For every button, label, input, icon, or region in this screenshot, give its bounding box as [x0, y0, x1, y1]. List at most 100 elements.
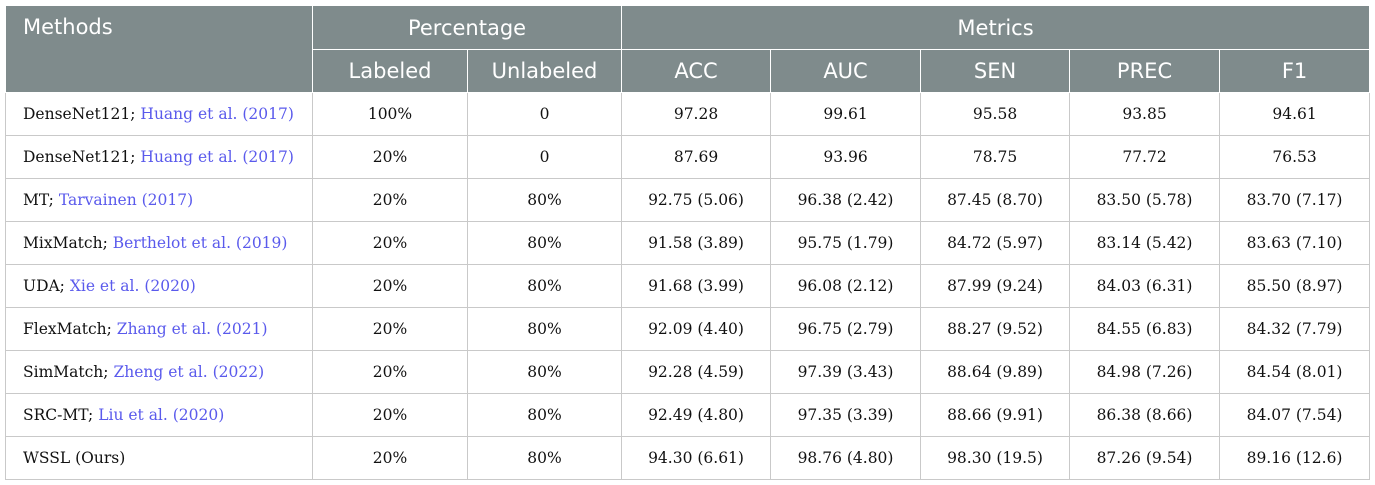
sen-cell: 84.72 (5.97): [920, 221, 1071, 265]
method-cell: FlexMatch; Zhang et al. (2021): [5, 307, 313, 351]
acc-cell: 92.75 (5.06): [621, 178, 772, 222]
method-name: DenseNet121;: [23, 105, 136, 123]
method-name: UDA;: [23, 277, 65, 295]
f1-cell: 84.07 (7.54): [1219, 393, 1371, 437]
header-percentage: Percentage: [311, 5, 623, 50]
acc-cell: 97.28: [621, 92, 772, 136]
table-row: DenseNet121; Huang et al. (2017) 100% 0 97.…: [5, 92, 1371, 136]
f1-cell: 76.53: [1219, 135, 1371, 179]
header-methods: Methods: [5, 5, 313, 93]
sen-cell: 87.99 (9.24): [920, 264, 1071, 308]
table-row: SRC-MT; Liu et al. (2020) 20% 80% 92.49 (4.…: [5, 393, 1371, 437]
prec-cell: 84.55 (6.83): [1069, 307, 1221, 351]
sen-cell: 88.27 (9.52): [920, 307, 1071, 351]
table-row: WSSL (Ours) 20% 80% 94.30 (6.61) 98.76 (4.80…: [5, 436, 1371, 480]
auc-cell: 99.61: [770, 92, 922, 136]
method-cell: DenseNet121; Huang et al. (2017): [5, 92, 313, 136]
prec-cell: 83.14 (5.42): [1069, 221, 1221, 265]
table-row: DenseNet121; Huang et al. (2017) 20% 0 87.6…: [5, 135, 1371, 179]
citation-link[interactable]: Xie et al. (2020): [69, 277, 196, 295]
prec-cell: 87.26 (9.54): [1069, 436, 1221, 480]
method-cell: SimMatch; Zheng et al. (2022): [5, 350, 313, 394]
table-row: MT; Tarvainen (2017) 20% 80% 92.75 (5.06) 96…: [5, 178, 1371, 222]
method-name: DenseNet121;: [23, 148, 136, 166]
auc-cell: 97.35 (3.39): [770, 393, 922, 437]
acc-cell: 92.49 (4.80): [621, 393, 772, 437]
auc-cell: 96.75 (2.79): [770, 307, 922, 351]
unlabeled-cell: 80%: [466, 264, 623, 308]
labeled-cell: 100%: [312, 92, 468, 136]
labeled-cell: 20%: [312, 135, 468, 179]
table-row: SimMatch; Zheng et al. (2022) 20% 80% 92.28…: [5, 350, 1371, 394]
header-f1: F1: [1219, 49, 1371, 93]
table-body: DenseNet121; Huang et al. (2017) 100% 0 97.…: [5, 92, 1371, 480]
acc-cell: 94.30 (6.61): [621, 436, 772, 480]
f1-cell: 83.70 (7.17): [1219, 178, 1371, 222]
header-labeled: Labeled: [312, 49, 468, 93]
f1-cell: 84.32 (7.79): [1219, 307, 1371, 351]
labeled-cell: 20%: [312, 350, 468, 394]
prec-cell: 86.38 (8.66): [1069, 393, 1221, 437]
unlabeled-cell: 80%: [466, 178, 623, 222]
method-name: MT;: [23, 191, 54, 209]
method-cell: DenseNet121; Huang et al. (2017): [5, 135, 313, 179]
table-row: MixMatch; Berthelot et al. (2019) 20% 80% 9…: [5, 221, 1371, 265]
method-cell: SRC-MT; Liu et al. (2020): [5, 393, 313, 437]
prec-cell: 84.98 (7.26): [1069, 350, 1221, 394]
prec-cell: 77.72: [1069, 135, 1221, 179]
citation-link[interactable]: Tarvainen (2017): [58, 191, 194, 209]
unlabeled-cell: 80%: [466, 350, 623, 394]
prec-cell: 84.03 (6.31): [1069, 264, 1221, 308]
labeled-cell: 20%: [312, 221, 468, 265]
method-name: SRC-MT;: [23, 406, 94, 424]
sen-cell: 98.30 (19.5): [920, 436, 1071, 480]
acc-cell: 91.68 (3.99): [621, 264, 772, 308]
f1-cell: 85.50 (8.97): [1219, 264, 1371, 308]
header-unlabeled: Unlabeled: [466, 49, 623, 93]
citation-link[interactable]: Zhang et al. (2021): [116, 320, 268, 338]
acc-cell: 91.58 (3.89): [621, 221, 772, 265]
header-acc: ACC: [621, 49, 772, 93]
sen-cell: 78.75: [920, 135, 1071, 179]
table-row: UDA; Xie et al. (2020) 20% 80% 91.68 (3.99)…: [5, 264, 1371, 308]
labeled-cell: 20%: [312, 393, 468, 437]
unlabeled-cell: 80%: [466, 307, 623, 351]
citation-link[interactable]: Berthelot et al. (2019): [112, 234, 288, 252]
method-cell: MixMatch; Berthelot et al. (2019): [5, 221, 313, 265]
header-row-top: Methods Percentage Metrics: [5, 5, 1371, 93]
auc-cell: 93.96: [770, 135, 922, 179]
table-row: FlexMatch; Zhang et al. (2021) 20% 80% 92.0…: [5, 307, 1371, 351]
method-cell: MT; Tarvainen (2017): [5, 178, 313, 222]
method-name: SimMatch;: [23, 363, 109, 381]
header-prec: PREC: [1069, 49, 1221, 93]
citation-link[interactable]: Huang et al. (2017): [140, 148, 294, 166]
labeled-cell: 20%: [312, 178, 468, 222]
f1-cell: 89.16 (12.6): [1219, 436, 1371, 480]
acc-cell: 87.69: [621, 135, 772, 179]
citation-link[interactable]: Liu et al. (2020): [98, 406, 225, 424]
method-cell: UDA; Xie et al. (2020): [5, 264, 313, 308]
unlabeled-cell: 80%: [466, 393, 623, 437]
acc-cell: 92.28 (4.59): [621, 350, 772, 394]
auc-cell: 95.75 (1.79): [770, 221, 922, 265]
header-row-sub: Labeled Unlabeled ACC AUC SEN PREC F1: [6, 49, 1371, 93]
method-cell: WSSL (Ours): [5, 436, 313, 480]
method-name: MixMatch;: [23, 234, 108, 252]
f1-cell: 94.61: [1219, 92, 1371, 136]
results-table: Methods Percentage Metrics Labeled Unlab…: [5, 5, 1371, 480]
sen-cell: 88.64 (9.89): [920, 350, 1071, 394]
citation-link[interactable]: Zheng et al. (2022): [113, 363, 265, 381]
method-name: FlexMatch;: [23, 320, 112, 338]
auc-cell: 96.08 (2.12): [770, 264, 922, 308]
citation-link[interactable]: Huang et al. (2017): [140, 105, 294, 123]
header-auc: AUC: [770, 49, 922, 93]
header-metrics: Metrics: [621, 5, 1371, 50]
sen-cell: 88.66 (9.91): [920, 393, 1071, 437]
prec-cell: 93.85: [1069, 92, 1221, 136]
labeled-cell: 20%: [312, 264, 468, 308]
auc-cell: 96.38 (2.42): [770, 178, 922, 222]
f1-cell: 83.63 (7.10): [1219, 221, 1371, 265]
auc-cell: 97.39 (3.43): [770, 350, 922, 394]
labeled-cell: 20%: [312, 307, 468, 351]
unlabeled-cell: 0: [466, 92, 623, 136]
